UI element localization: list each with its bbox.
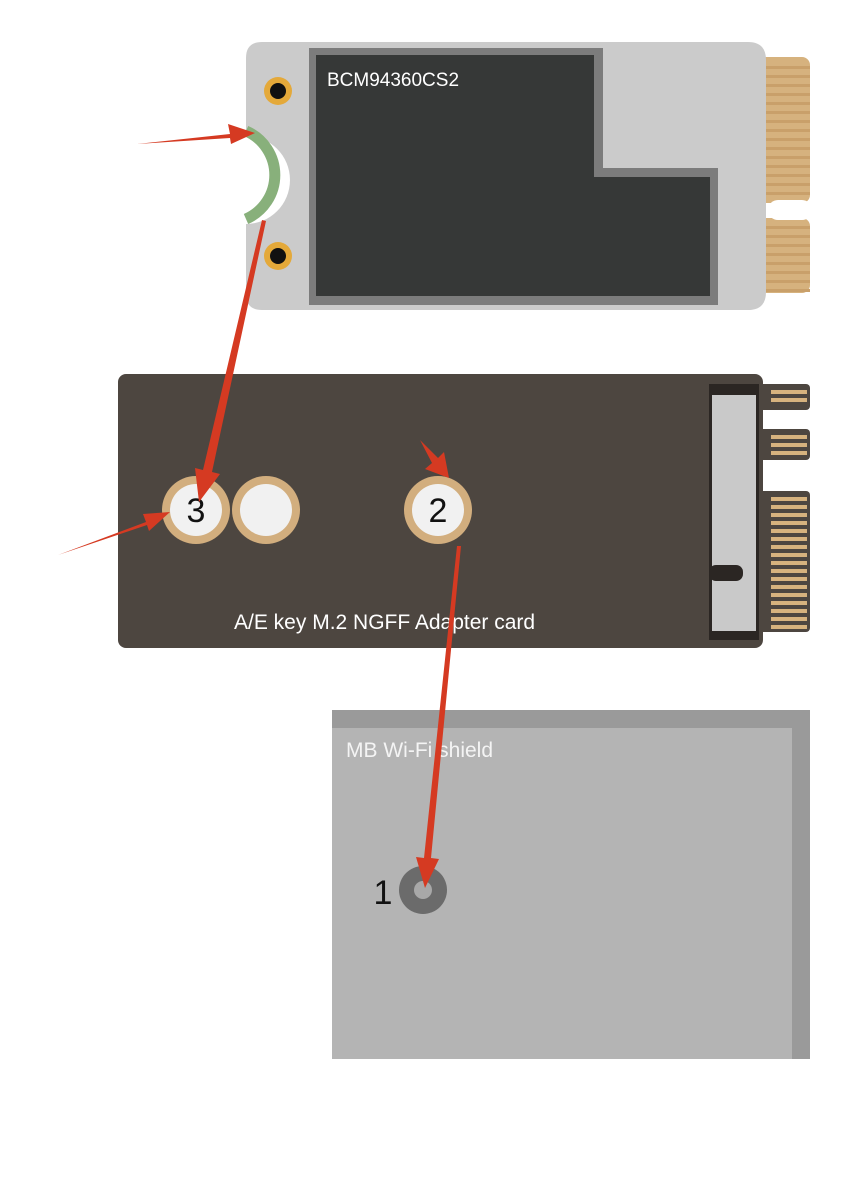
- wifi-contact-line: [766, 75, 810, 78]
- wifi-contact-line: [766, 280, 810, 283]
- adapter-contact-line: [771, 617, 807, 621]
- adapter-standoff-extra: [232, 476, 300, 544]
- wifi-card-screw-bottom: [264, 242, 292, 270]
- adapter-contact-line: [771, 435, 807, 439]
- wifi-contact-line: [766, 271, 810, 274]
- wifi-contact-line: [766, 111, 810, 114]
- wifi-card-screw-top: [264, 77, 292, 105]
- wifi-card: BCM94360CS2: [243, 42, 812, 310]
- adapter-contact-line: [771, 601, 807, 605]
- wifi-contact-line: [766, 84, 810, 87]
- adapter-card: 3 2 A/E key M.2 NGFF Adapter card: [118, 374, 810, 648]
- adapter-contact-line: [771, 569, 807, 573]
- adapter-contact-line: [771, 390, 807, 394]
- wifi-contact-line: [766, 165, 810, 168]
- adapter-contact-line: [771, 398, 807, 402]
- step-number-2: 2: [429, 492, 448, 530]
- adapter-standoff-2: [404, 476, 472, 544]
- wifi-contact-line: [766, 120, 810, 123]
- adapter-contact-line: [771, 505, 807, 509]
- wifi-contact-line: [766, 102, 810, 105]
- adapter-contacts: [752, 384, 810, 632]
- adapter-contact-line: [771, 497, 807, 501]
- wifi-contact-line: [766, 129, 810, 132]
- arrow-to-standoff-2: [420, 440, 449, 478]
- wifi-contact-line: [766, 66, 810, 69]
- wifi-contact-line: [766, 262, 810, 265]
- arrow-to-shield-screw: [416, 546, 461, 888]
- wifi-contact-line: [766, 138, 810, 141]
- wifi-contact-line: [766, 253, 810, 256]
- arrow-left-to-standoff-3: [58, 512, 170, 555]
- wifi-shield: MB Wi-Fi shield: [332, 710, 810, 1059]
- wifi-contact-line: [766, 235, 810, 238]
- wifi-chip: [316, 55, 710, 296]
- wifi-card-label: BCM94360CS2: [327, 70, 459, 91]
- wifi-card-contacts: [752, 57, 812, 293]
- arrow-to-standoff-3: [195, 220, 266, 502]
- adapter-contact-line: [771, 585, 807, 589]
- adapter-contact-line: [771, 521, 807, 525]
- wifi-contact-line: [766, 289, 810, 292]
- adapter-contact-line: [771, 537, 807, 541]
- adapter-contact-line: [771, 609, 807, 613]
- wifi-contact-line: [766, 174, 810, 177]
- adapter-contact-line: [771, 529, 807, 533]
- arrows: [58, 124, 461, 888]
- adapter-card-label: A/E key M.2 NGFF Adapter card: [234, 611, 535, 634]
- adapter-contact-line: [771, 545, 807, 549]
- adapter-contact-line: [771, 443, 807, 447]
- wifi-contact-line: [766, 192, 810, 195]
- wifi-contact-line: [766, 93, 810, 96]
- adapter-contact-line: [771, 513, 807, 517]
- adapter-contact-line: [771, 451, 807, 455]
- step-number-1: 1: [374, 874, 393, 912]
- adapter-contact-line: [771, 593, 807, 597]
- adapter-contact-line: [771, 577, 807, 581]
- wifi-contact-line: [766, 156, 810, 159]
- adapter-connector-slot: [709, 384, 759, 640]
- adapter-contact-line: [771, 561, 807, 565]
- wifi-contact-line: [766, 244, 810, 247]
- wifi-contact-line: [766, 183, 810, 186]
- shield-label: MB Wi-Fi shield: [346, 739, 493, 762]
- wifi-contact-line: [766, 226, 810, 229]
- step-number-3: 3: [187, 492, 206, 530]
- shield-screw-hole: [399, 866, 447, 914]
- wifi-contact-line: [766, 147, 810, 150]
- wifi-key-notch: [768, 200, 812, 220]
- adapter-contact-line: [771, 625, 807, 629]
- antenna-ring: [243, 125, 281, 225]
- adapter-standoff-3: [162, 476, 230, 544]
- adapter-contact-line: [771, 553, 807, 557]
- arrow-to-antenna: [137, 124, 255, 144]
